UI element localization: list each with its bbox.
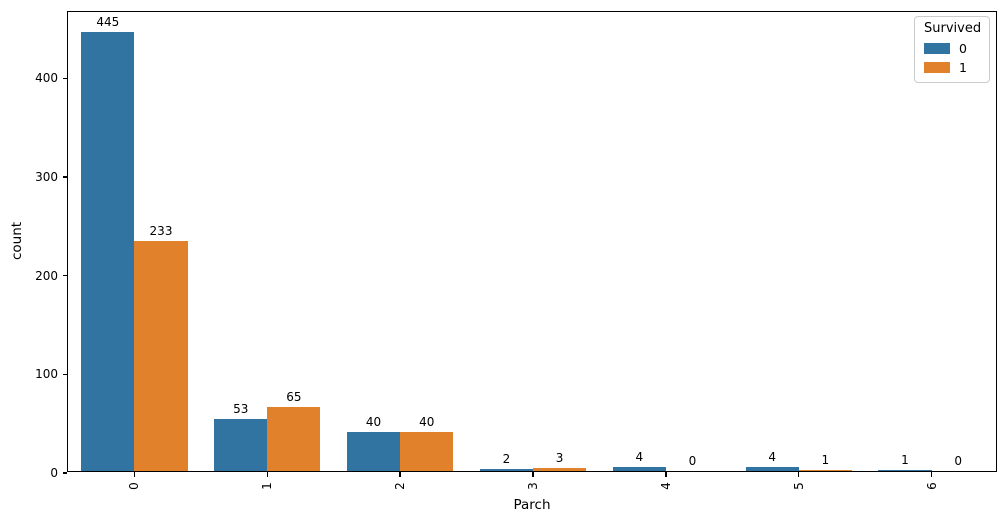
bar-value-label: 445: [96, 14, 120, 29]
x-tick-mark: [798, 472, 800, 477]
x-tick-label: 5: [791, 482, 806, 490]
x-tick-mark: [665, 472, 667, 477]
bar-survived-0-2: [347, 431, 401, 471]
legend-swatch: [924, 62, 950, 73]
bar-survived-1-3: [533, 468, 587, 471]
bar-value-label: 2: [502, 452, 511, 467]
legend-swatch: [924, 43, 950, 54]
x-tick-label: 3: [526, 482, 540, 490]
bar-value-label: 53: [233, 401, 249, 416]
bar-survived-1-1: [267, 406, 321, 471]
bar-survived-0-4: [612, 467, 666, 471]
y-tick-label: 200: [35, 268, 58, 283]
x-tick-mark: [930, 472, 933, 477]
y-tick-mark: [62, 77, 67, 79]
bar-survived-1-0: [134, 241, 188, 471]
y-tick-label: 400: [35, 71, 58, 86]
bar-value-label: 0: [954, 454, 962, 468]
bar-value-label: 4: [768, 450, 776, 465]
bar-value-label: 65: [286, 389, 302, 404]
y-tick-mark: [62, 373, 67, 375]
legend: Survived 0 1: [914, 16, 990, 83]
bar-value-label: 40: [365, 414, 382, 429]
bar-survived-0-0: [81, 31, 135, 471]
x-tick-label: 1: [260, 482, 275, 490]
bar-value-label: 0: [688, 454, 697, 468]
legend-title: Survived: [924, 21, 982, 36]
y-tick-mark: [62, 275, 67, 277]
plot-area: 445 53 40 2 4 4 1 233 65 40 3 0 1 0 0 100 200 300 400 0 1 2 3 4…: [35, 11, 997, 490]
bar-survived-0-3: [479, 469, 533, 471]
y-tick-mark: [62, 472, 67, 474]
y-tick-mark: [62, 176, 67, 178]
y-axis-label: count: [9, 221, 25, 261]
y-tick-label: 0: [50, 466, 58, 480]
x-tick-mark: [266, 472, 268, 477]
bar-value-label: 40: [419, 414, 435, 429]
bar-survived-1-2: [400, 431, 454, 471]
bar-value-label: 1: [821, 453, 830, 468]
x-tick-mark: [399, 472, 401, 477]
legend-entry-1: 1: [924, 61, 980, 74]
legend-entry-label: 0: [959, 41, 967, 56]
x-tick-mark: [133, 472, 136, 477]
bar-survived-0-6: [878, 470, 932, 471]
legend-entry-label: 1: [959, 60, 967, 75]
bar-value-label: 1: [901, 453, 909, 468]
y-tick-label: 100: [35, 367, 58, 382]
x-tick-label: 6: [924, 482, 939, 490]
bar-survived-0-5: [745, 467, 799, 471]
bar-value-label: 3: [555, 451, 564, 466]
bar-value-label: 233: [149, 224, 173, 239]
legend-entry-0: 0: [924, 42, 980, 55]
bar-survived-1-5: [798, 470, 852, 471]
x-axis-label: Parch: [513, 497, 551, 513]
x-tick-label: 2: [393, 482, 408, 490]
bar-value-label: 4: [635, 450, 644, 465]
bar-survived-0-1: [214, 418, 268, 471]
x-tick-mark: [532, 472, 534, 477]
y-tick-label: 300: [35, 170, 58, 184]
x-tick-label: 4: [658, 482, 673, 490]
x-tick-label: 0: [127, 482, 142, 490]
